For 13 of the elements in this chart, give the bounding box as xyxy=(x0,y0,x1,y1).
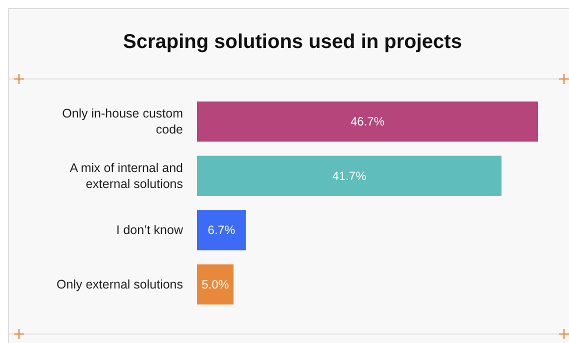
y-tick-label: A mix of internal and external solutions xyxy=(70,160,184,191)
data-label: 46.7% xyxy=(350,114,385,129)
data-label: 6.7% xyxy=(208,223,236,238)
bar xyxy=(197,264,234,304)
data-label: 5.0% xyxy=(202,277,230,292)
bar xyxy=(197,102,538,142)
chart-title: Scraping solutions used in projects xyxy=(123,31,462,53)
bar xyxy=(197,210,246,250)
data-label: 41.7% xyxy=(332,168,367,183)
y-tick-label: Only external solutions xyxy=(56,277,183,292)
y-tick-label: Only in-house custom code xyxy=(62,106,184,137)
y-tick-label: I don’t know xyxy=(116,223,184,238)
bar xyxy=(197,156,502,196)
